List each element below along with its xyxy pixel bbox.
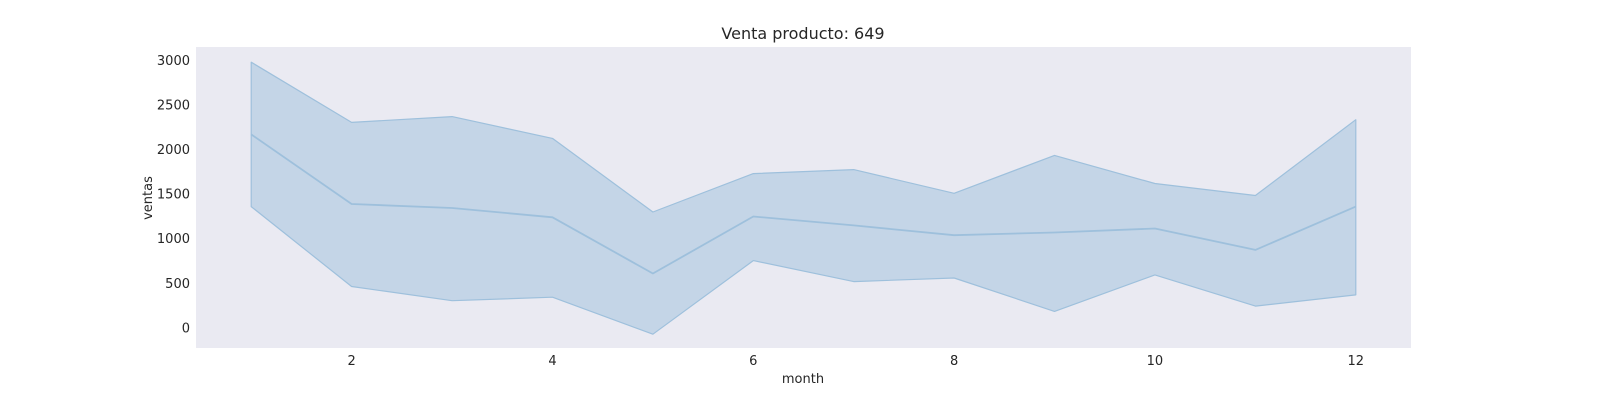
confidence-band <box>250 61 1357 335</box>
y-tick-label: 0 <box>182 321 190 336</box>
y-tick-label: 500 <box>165 277 190 292</box>
y-axis-label: ventas <box>141 176 156 220</box>
y-tick-label: 1500 <box>157 188 190 203</box>
y-tick-label: 2000 <box>157 143 190 158</box>
x-axis-label: month <box>782 372 824 387</box>
series-line <box>250 133 1357 275</box>
x-tick-label: 12 <box>1348 354 1365 369</box>
y-tick-label: 2500 <box>157 99 190 114</box>
x-tick-label: 8 <box>950 354 958 369</box>
y-tick-label: 1000 <box>157 232 190 247</box>
x-tick-label: 6 <box>749 354 757 369</box>
y-tick-label: 3000 <box>157 54 190 69</box>
chart-title: Venta producto: 649 <box>721 24 884 43</box>
x-tick-label: 4 <box>548 354 556 369</box>
x-tick-label: 10 <box>1147 354 1164 369</box>
x-tick-label: 2 <box>347 354 355 369</box>
